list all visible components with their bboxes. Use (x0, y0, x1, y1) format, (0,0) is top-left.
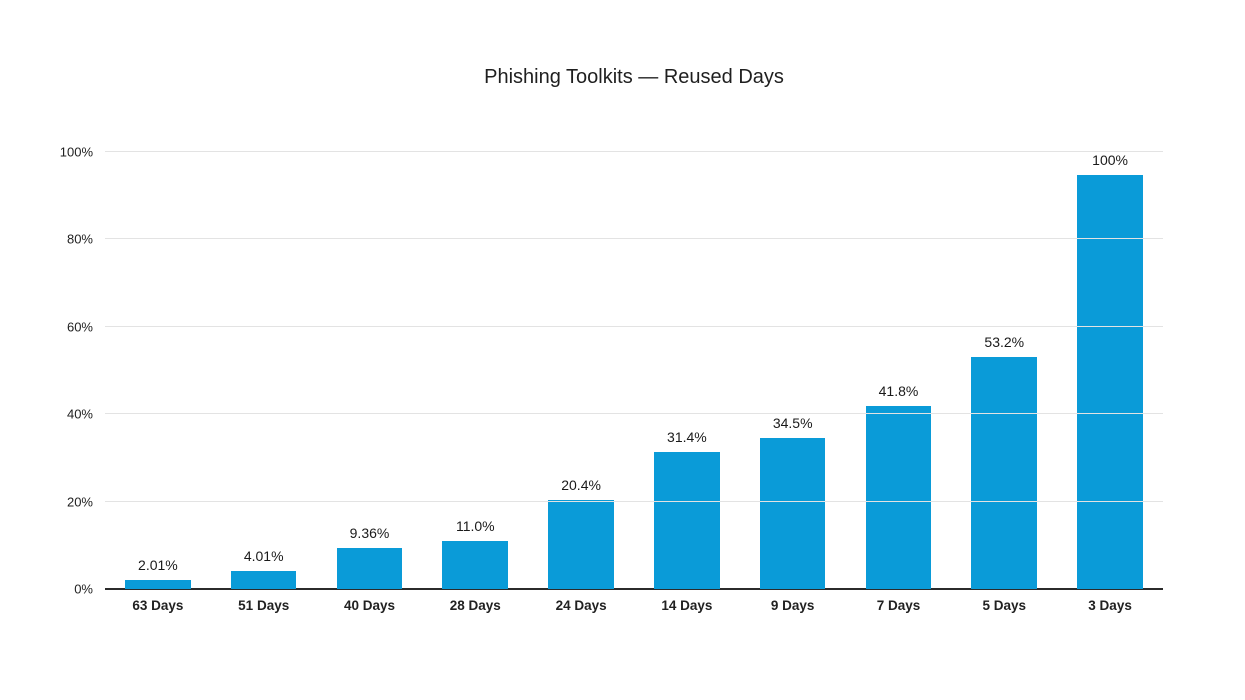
bar-value-label: 4.01% (243, 548, 284, 565)
bar (230, 571, 297, 589)
bar-slot: 11.0% (422, 152, 528, 589)
plot-area: 2.01% 4.01% 9.36% 11.0% 20.4% 31.4% 34.5% 41.8%… (60, 145, 1163, 613)
bar-value-label: 41.8% (878, 383, 919, 400)
y-tick-label: 20% (66, 494, 93, 510)
x-tick-label: 9 Days (770, 598, 815, 613)
bar-slot: 4.01% (211, 152, 317, 589)
bar (654, 451, 720, 589)
y-tick-label: 100% (59, 144, 93, 160)
y-tick-label: 60% (66, 319, 93, 335)
y-tick-label: 40% (66, 406, 93, 422)
bar-slot: 53.2% (951, 152, 1057, 589)
bar-value-label: 53.2% (984, 333, 1025, 350)
bar (336, 548, 403, 589)
x-tick-label: 7 Days (876, 598, 921, 613)
chart-title: Phishing Toolkits — Reused Days (484, 66, 784, 88)
bar (548, 499, 614, 589)
x-tick-label: 40 Days (343, 598, 396, 613)
x-tick-label: 24 Days (555, 598, 607, 613)
x-tick-label: 63 Days (132, 598, 184, 613)
x-tick-label: 14 Days (661, 598, 713, 613)
bar-slot: 9.36% (317, 152, 423, 589)
x-tick-label: 3 Days (1088, 598, 1132, 613)
bar (865, 406, 932, 589)
bar-value-label: 11.0% (455, 517, 495, 534)
bar-slot: 20.4% (528, 152, 634, 589)
bar-value-label: 20.4% (561, 476, 601, 493)
bar (759, 438, 826, 589)
bar-slot: 100% (1057, 152, 1163, 589)
gridline (105, 325, 1163, 327)
gridline (105, 413, 1163, 415)
bars-row: 2.01% 4.01% 9.36% 11.0% 20.4% 31.4% 34.5% 41.8%… (105, 152, 1163, 589)
bar-slot: 31.4% (634, 152, 740, 589)
bar-value-label: 34.5% (772, 415, 813, 432)
bar-slot: 41.8% (846, 152, 952, 589)
bar-slot: 2.01% (105, 152, 211, 589)
gridline (105, 151, 1163, 152)
gridline (105, 500, 1163, 502)
x-tick-label: 5 Days (982, 598, 1027, 613)
bar-value-label: 9.36% (349, 525, 390, 542)
bar-value-label: 31.4% (667, 428, 707, 445)
x-tick-label: 28 Days (449, 598, 501, 613)
bar (442, 540, 509, 589)
bar-slot: 34.5% (740, 152, 846, 589)
x-tick-label: 51 Days (238, 598, 290, 613)
bar (125, 580, 191, 589)
bar (971, 356, 1038, 589)
bar (1077, 175, 1143, 589)
bar-value-label: 100% (1092, 152, 1128, 168)
y-tick-label: 80% (66, 231, 93, 247)
x-axis-labels: 63 Days 51 Days 40 Days 28 Days 24 Days 14 Da… (105, 598, 1163, 613)
bar-value-label: 2.01% (138, 557, 178, 574)
y-tick-label: 0% (74, 581, 93, 597)
x-axis-line (105, 588, 1163, 590)
gridline (105, 238, 1163, 240)
